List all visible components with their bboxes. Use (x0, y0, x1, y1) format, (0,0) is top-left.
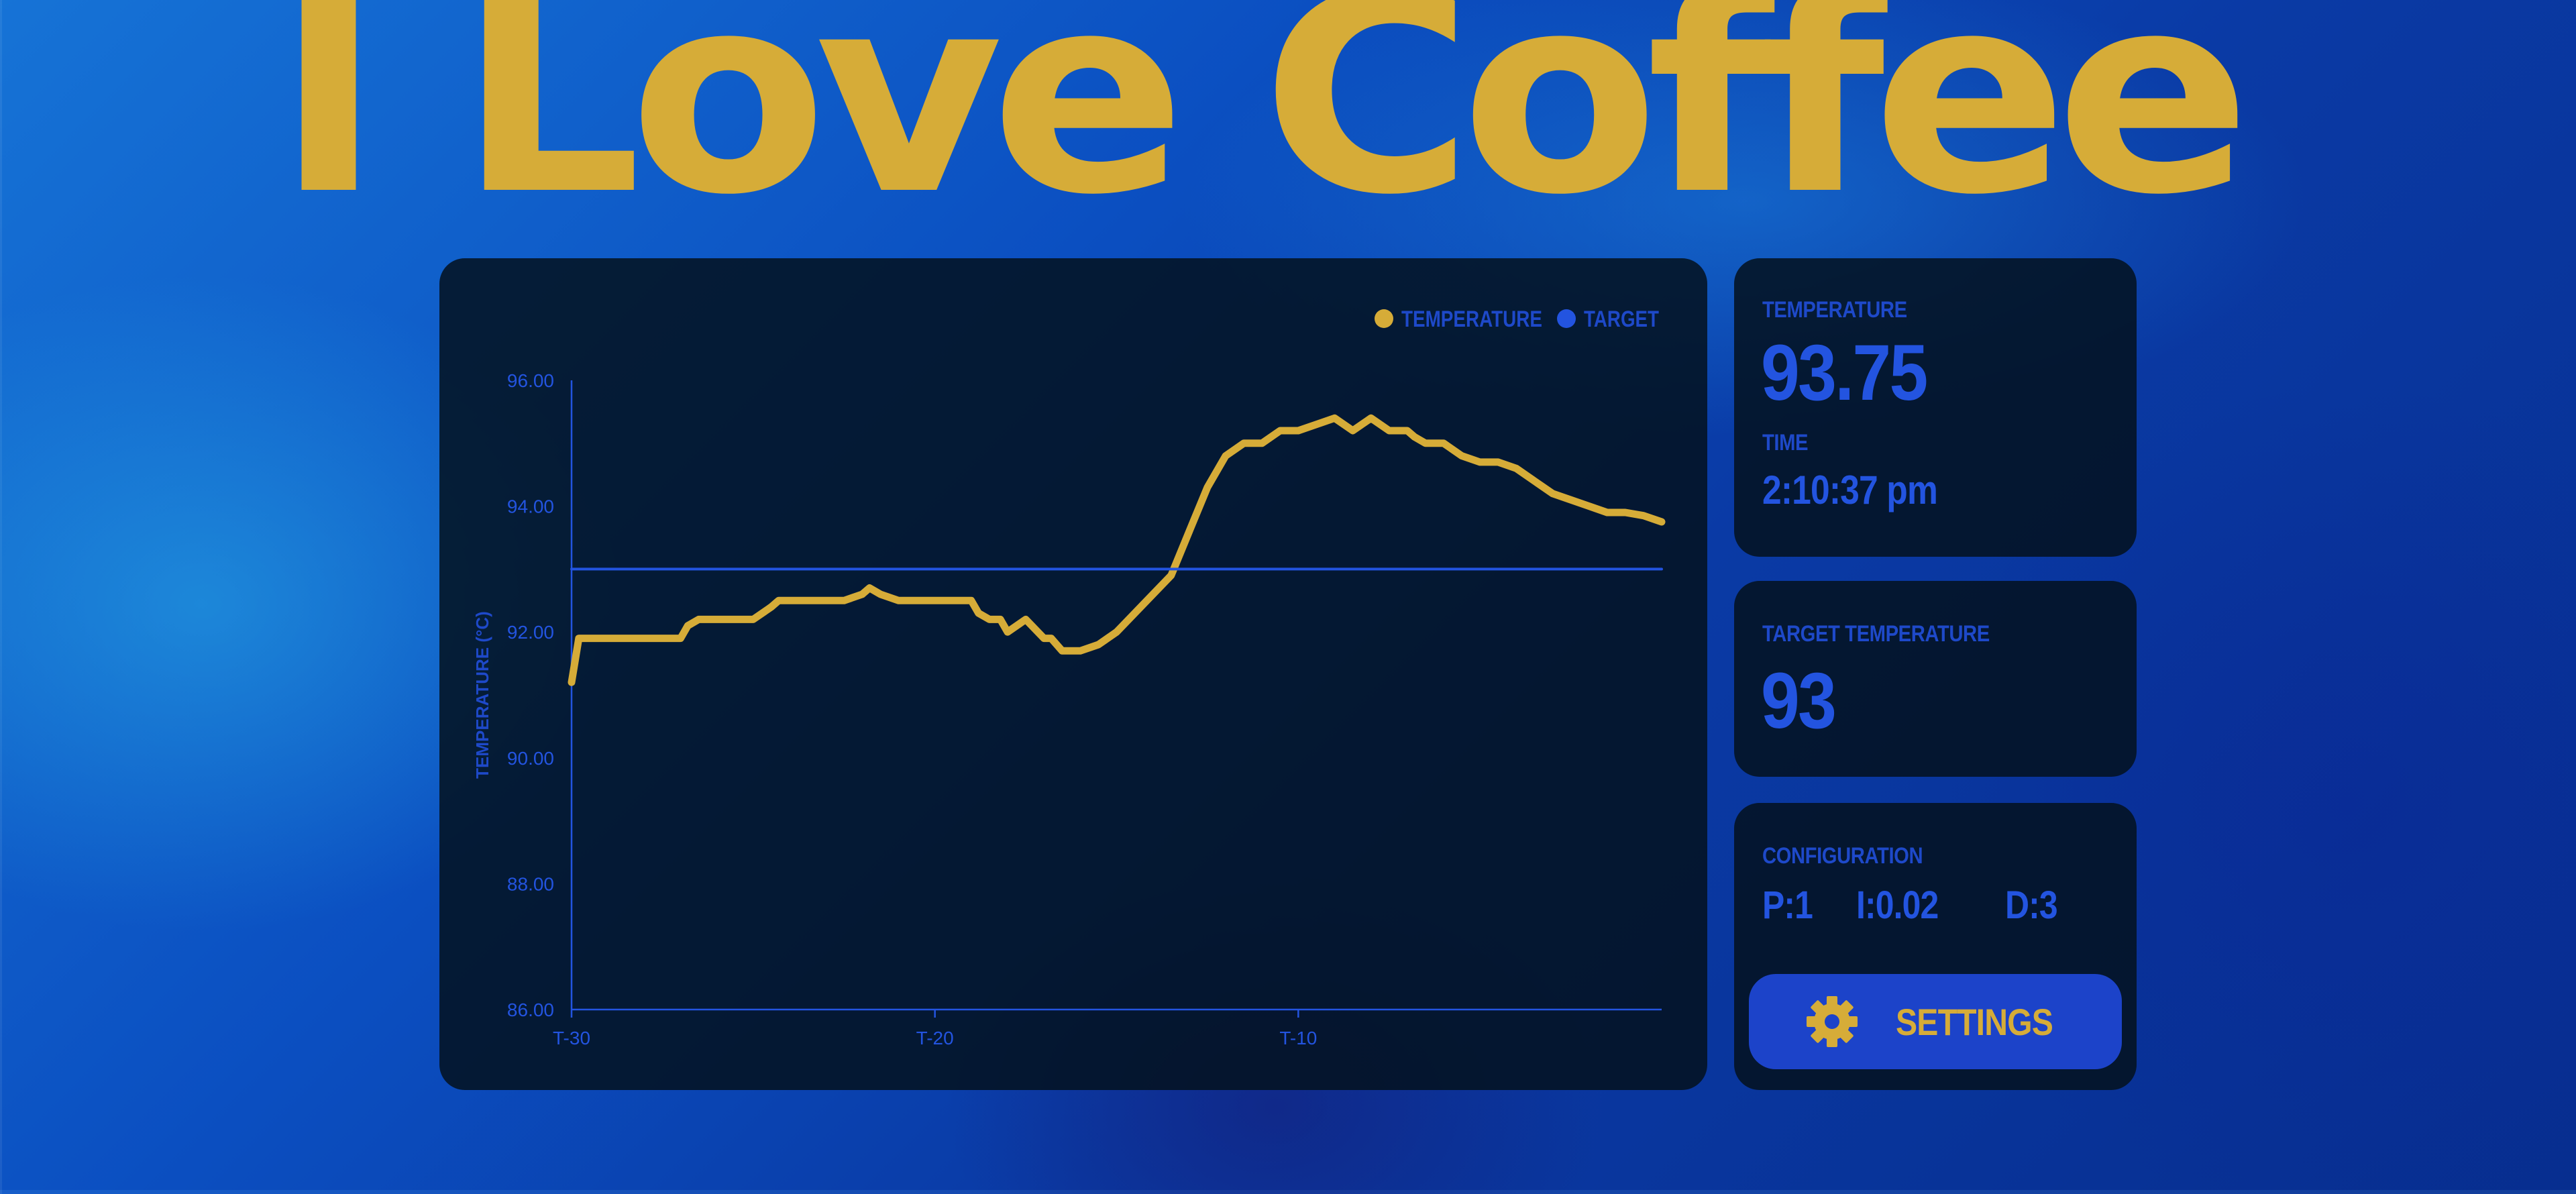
page-header: I Love Coffee (0, 0, 2576, 232)
y-tick-label: 90.00 (507, 748, 554, 769)
settings-button[interactable]: SETTINGS (1749, 974, 2122, 1069)
temperature-chart: 96.00 94.00 92.00 90.00 88.00 86.00 T-30 T-20 T-… (472, 307, 1666, 1048)
x-tick-label: T-10 (1279, 1028, 1317, 1048)
y-axis-label: TEMPERATURE (°C) (472, 611, 492, 779)
x-tick-label: T-20 (916, 1028, 954, 1048)
time-label: TIME (1762, 430, 1809, 455)
page-title: I Love Coffee (275, 0, 2251, 255)
gear-icon (1806, 996, 1858, 1047)
settings-button-label: SETTINGS (1896, 1000, 2053, 1043)
time-value: 2:10:37 pm (1762, 468, 1938, 512)
y-tick-label: 94.00 (507, 496, 554, 517)
y-tick-label: 88.00 (507, 873, 554, 894)
legend-label: TARGET (1584, 307, 1659, 332)
y-tick-label: 92.00 (507, 622, 554, 643)
target-temperature-label: TARGET TEMPERATURE (1762, 621, 1990, 647)
configuration-card: CONFIGURATION P:1 I:0.02 D:3 SETTINGS (1734, 803, 2137, 1090)
legend-label: TEMPERATURE (1401, 307, 1542, 332)
y-tick-label: 86.00 (507, 999, 554, 1020)
legend-marker (1375, 309, 1393, 328)
temperature-chart-panel: 96.00 94.00 92.00 90.00 88.00 86.00 T-30 T-20 T-… (439, 258, 1707, 1090)
configuration-label: CONFIGURATION (1762, 843, 1923, 869)
target-temperature-value: 93 (1761, 657, 1837, 745)
d-value: D:3 (2005, 883, 2058, 927)
temperature-value: 93.75 (1761, 329, 1928, 417)
legend-marker (1557, 309, 1576, 328)
current-reading-card: TEMPERATURE 93.75 TIME 2:10:37 pm (1734, 258, 2137, 557)
temperature-label: TEMPERATURE (1762, 297, 1907, 323)
temperature-line (568, 414, 1666, 686)
i-value: I:0.02 (1856, 883, 1939, 927)
y-tick-label: 96.00 (507, 370, 554, 391)
p-value: P:1 (1762, 883, 1813, 927)
target-temperature-card: TARGET TEMPERATURE 93 (1734, 581, 2137, 777)
x-tick-label: T-30 (553, 1028, 590, 1048)
